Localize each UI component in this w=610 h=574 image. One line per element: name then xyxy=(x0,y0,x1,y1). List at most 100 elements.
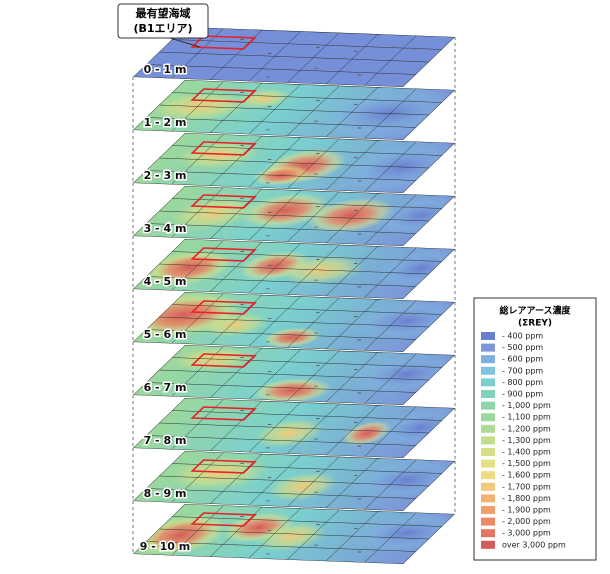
map-border xyxy=(133,504,455,564)
site-dot xyxy=(316,47,320,48)
legend-swatch xyxy=(481,506,495,514)
depth-label: 6 - 7 m xyxy=(144,381,187,394)
site-dot xyxy=(240,304,244,305)
map-grid xyxy=(159,529,429,539)
site-dot xyxy=(233,385,237,386)
map-grid xyxy=(159,317,429,327)
map-plane xyxy=(133,398,455,458)
site-dot xyxy=(233,332,237,333)
map-grid xyxy=(159,211,429,221)
site-dot xyxy=(268,265,272,266)
site-dot xyxy=(314,439,318,440)
heat-blob xyxy=(251,377,332,404)
site-dot xyxy=(408,207,412,208)
site-dot xyxy=(354,263,358,264)
map-content xyxy=(133,80,455,140)
target-area xyxy=(192,460,255,473)
site-dot xyxy=(357,287,361,288)
site-dot xyxy=(354,528,358,529)
legend-label: - 1,800 ppm xyxy=(502,494,551,503)
heat-blob xyxy=(252,417,325,449)
map-content xyxy=(133,451,455,511)
legend-swatch xyxy=(481,471,495,480)
site-dot xyxy=(316,312,320,313)
site-dot xyxy=(266,235,270,236)
legend-label: - 500 ppm xyxy=(502,343,543,352)
map-content xyxy=(133,504,455,564)
target-area xyxy=(192,142,255,155)
site-dot xyxy=(240,145,244,146)
depth-label: 7 - 8 m xyxy=(144,434,187,447)
legend-swatch xyxy=(481,390,495,398)
site-dot xyxy=(266,182,270,183)
heat-blob xyxy=(174,139,262,171)
site-dot xyxy=(233,173,237,174)
depth-layer: 6 - 7 m xyxy=(132,345,456,448)
legend-label: - 2,000 ppm xyxy=(502,517,551,526)
depth-layer: 3 - 4 m xyxy=(132,186,456,289)
map-content xyxy=(133,186,455,246)
site-dot xyxy=(408,525,412,526)
map-content xyxy=(133,345,455,405)
site-dot xyxy=(316,153,320,154)
site-dot xyxy=(268,106,272,107)
site-dot xyxy=(408,48,412,49)
target-area xyxy=(192,195,255,208)
target-area xyxy=(192,89,255,102)
site-dot xyxy=(233,226,237,227)
target-area xyxy=(192,301,255,314)
map-grid xyxy=(146,65,416,75)
site-dot xyxy=(354,316,358,317)
map-plane xyxy=(133,292,455,352)
map-grid xyxy=(159,105,429,115)
callout: 最有望海域 (B1エリア) xyxy=(117,3,209,48)
map-border xyxy=(133,80,455,140)
site-dot xyxy=(316,365,320,366)
depth-label: 9 - 10 m xyxy=(140,540,190,553)
site-dot xyxy=(240,516,244,517)
map-plane xyxy=(133,345,455,405)
legend-label: - 1,400 ppm xyxy=(502,448,551,457)
site-dot xyxy=(408,101,412,102)
map-grid xyxy=(172,40,442,50)
site-dot xyxy=(357,499,361,500)
target-area xyxy=(192,513,255,526)
map-grid xyxy=(146,171,416,181)
site-dot xyxy=(357,75,361,76)
site-dot xyxy=(408,154,412,155)
site-dot xyxy=(240,410,244,411)
legend-label: - 800 ppm xyxy=(502,378,543,387)
map-grid xyxy=(172,199,442,209)
site-dot xyxy=(268,371,272,372)
legend-label: - 400 ppm xyxy=(502,332,543,341)
map-plane xyxy=(133,239,455,299)
site-dot xyxy=(357,340,361,341)
legend-swatch xyxy=(481,517,495,526)
map-plane xyxy=(133,133,455,193)
map-plane xyxy=(133,451,455,511)
site-dot xyxy=(266,341,270,342)
depth-layer: 4 - 5 m xyxy=(132,239,456,342)
map-border xyxy=(133,345,455,405)
legend-subtitle: (ΣREY) xyxy=(518,319,552,329)
site-dot xyxy=(316,524,320,525)
map-grid xyxy=(146,118,416,128)
site-dot xyxy=(357,552,361,553)
map-grid xyxy=(146,542,416,552)
site-dot xyxy=(314,333,318,334)
site-dot xyxy=(316,206,320,207)
map-grid xyxy=(172,411,442,421)
map-border xyxy=(133,239,455,299)
legend-label: - 3,000 ppm xyxy=(502,529,551,538)
site-dot xyxy=(354,51,358,52)
site-dot xyxy=(354,210,358,211)
map-grid xyxy=(172,517,442,527)
site-dot xyxy=(354,475,358,476)
site-dot xyxy=(408,366,412,367)
map-grid xyxy=(146,224,416,234)
site-dot xyxy=(233,279,237,280)
site-dot xyxy=(233,120,237,121)
site-dot xyxy=(314,545,318,546)
map-grid xyxy=(146,277,416,287)
